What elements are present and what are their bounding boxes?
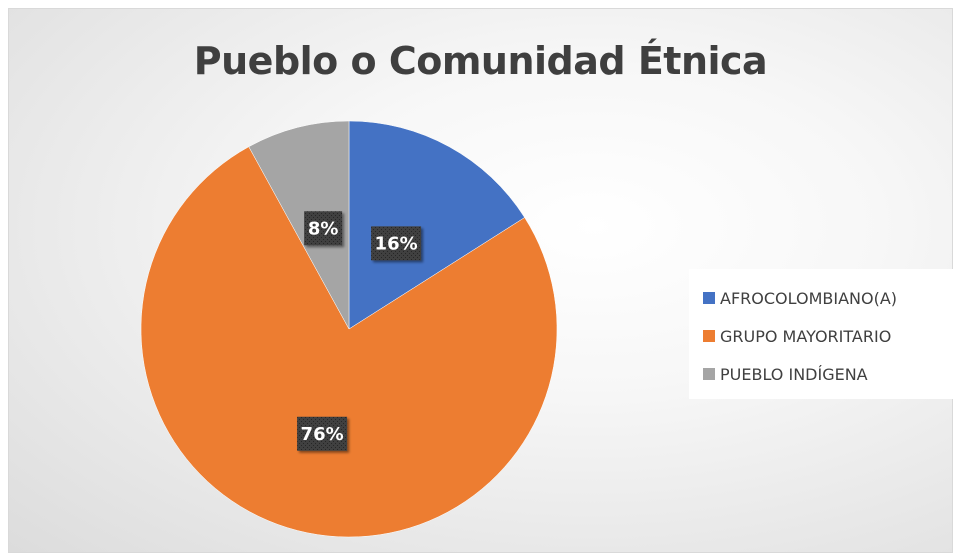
pie-slice-grupo-mayoritario <box>140 146 558 538</box>
data-label-box-grupo-mayoritario <box>297 416 348 451</box>
legend-swatch-afrocolombiano <box>703 292 715 304</box>
legend-swatch-pueblo-indigena <box>703 368 715 380</box>
legend-label-afrocolombiano: AFROCOLOMBIANO(A) <box>720 288 897 308</box>
legend: AFROCOLOMBIANO(A) GRUPO MAYORITARIO PUEB… <box>689 269 959 399</box>
data-label-box-afrocolombiano <box>371 226 422 261</box>
data-label-text-pueblo-indigena: 8% <box>308 218 339 239</box>
legend-label-grupo-mayoritario: GRUPO MAYORITARIO <box>720 326 892 346</box>
chart-title: Pueblo o Comunidad Étnica <box>193 39 768 83</box>
legend-item-pueblo-indigena: PUEBLO INDÍGENA <box>703 355 959 393</box>
pie-slice-afrocolombiano <box>348 120 525 330</box>
pie-slice-pueblo-indigena <box>248 120 350 330</box>
legend-item-grupo-mayoritario: GRUPO MAYORITARIO <box>703 317 959 355</box>
legend-item-afrocolombiano: AFROCOLOMBIANO(A) <box>703 279 959 317</box>
chart-area: Pueblo o Comunidad Étnica 16% 76% 8% AFROC… <box>8 8 959 553</box>
data-label-grupo-mayoritario: 76% <box>297 416 348 451</box>
legend-label-pueblo-indigena: PUEBLO INDÍGENA <box>720 364 868 384</box>
pie-chart: 16% 76% 8% <box>140 120 558 538</box>
data-label-pueblo-indigena: 8% <box>304 211 343 246</box>
data-label-text-grupo-mayoritario: 76% <box>301 424 344 445</box>
data-label-text-afrocolombiano: 16% <box>375 233 418 254</box>
data-label-afrocolombiano: 16% <box>371 226 422 261</box>
data-label-box-pueblo-indigena <box>304 211 343 246</box>
legend-swatch-grupo-mayoritario <box>703 330 715 342</box>
